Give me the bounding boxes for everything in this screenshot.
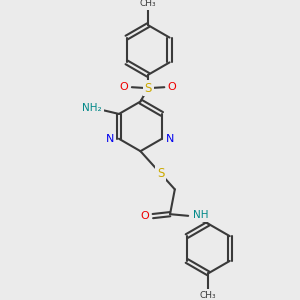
Text: S: S <box>144 82 152 95</box>
Text: O: O <box>140 211 148 221</box>
Text: NH: NH <box>193 210 208 220</box>
Text: O: O <box>168 82 176 92</box>
Text: N: N <box>167 134 175 144</box>
Text: CH₃: CH₃ <box>140 0 156 8</box>
Text: N: N <box>106 134 115 144</box>
Text: O: O <box>120 82 129 92</box>
Text: CH₃: CH₃ <box>200 291 217 300</box>
Text: NH₂: NH₂ <box>82 103 102 113</box>
Text: S: S <box>157 167 164 180</box>
